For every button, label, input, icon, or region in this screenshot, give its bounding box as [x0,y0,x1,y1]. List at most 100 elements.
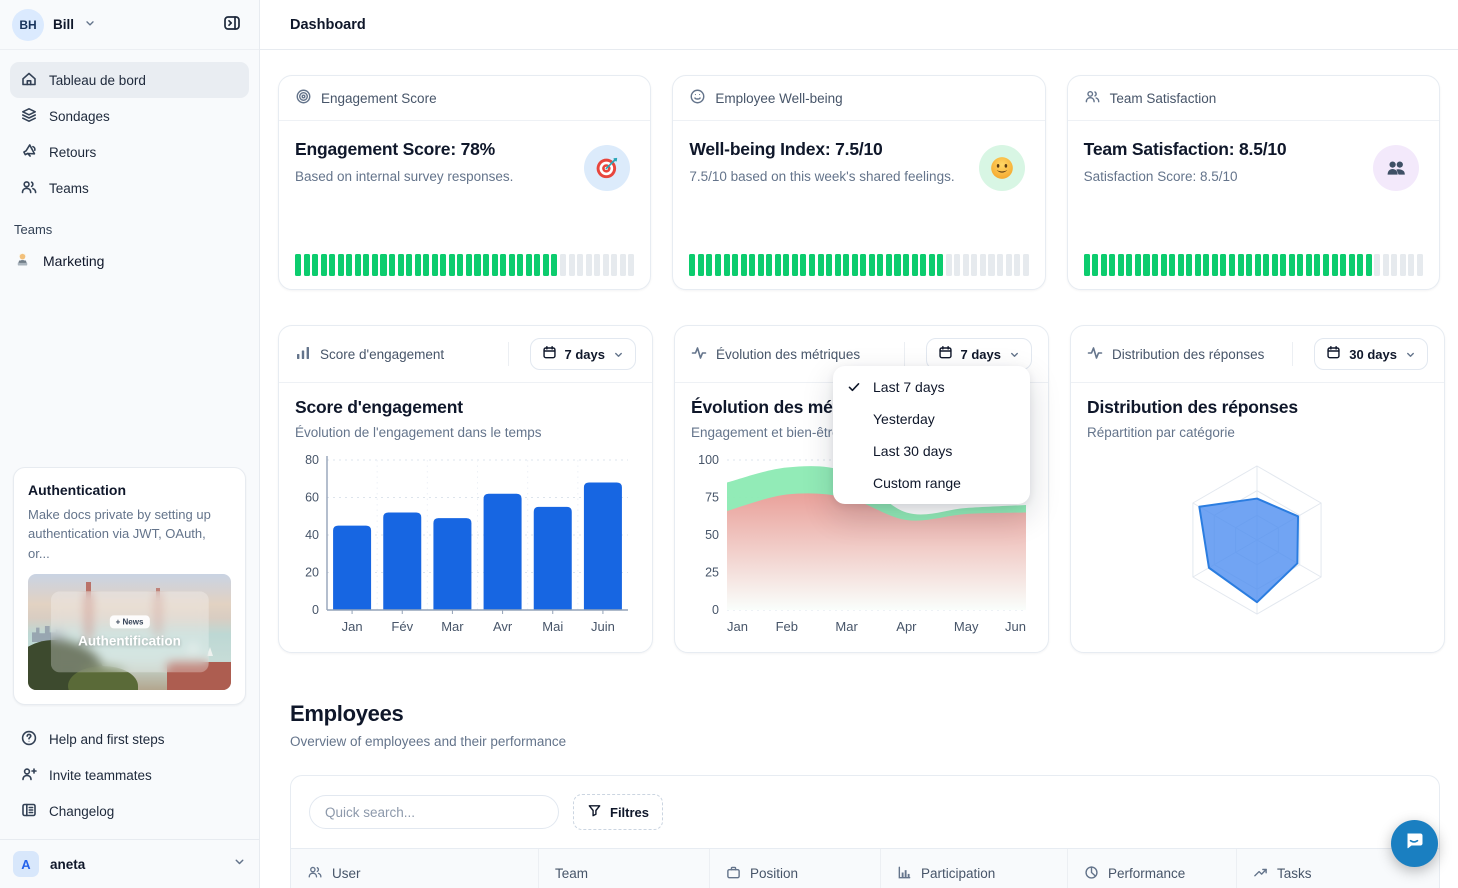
card-header-label: Employee Well-being [715,90,843,106]
column-header-position[interactable]: Position [710,849,881,888]
chart-subtitle: Engagement et bien-être [691,425,840,440]
svg-text:Jan: Jan [342,619,363,634]
sidebar-item-feedback[interactable]: Retours [10,134,249,170]
newspaper-icon [20,801,38,822]
card-header: Score d'engagement 7 days [279,326,652,383]
sidebar-item-invite[interactable]: Invite teammates [10,757,249,793]
bar-chart-icon [897,865,912,883]
menu-item-yesterday[interactable]: Yesterday [833,403,1030,435]
table-toolbar: Filtres [291,776,1439,848]
sidebar: BH Bill Tableau de bord [0,0,260,888]
svg-text:75: 75 [705,491,719,505]
date-range-label: 30 days [1349,346,1397,362]
chevron-down-icon [1011,352,1018,357]
filters-button[interactable]: Filtres [573,794,664,830]
column-label: Participation [921,866,996,881]
divider [903,342,905,366]
trend-up-icon [1253,865,1268,883]
target-emoji-badge [584,145,631,191]
card-header: Team Satisfaction [1067,76,1439,121]
user-name[interactable]: Bill [53,17,75,32]
chevron-down-icon[interactable] [84,16,96,34]
users-icon [1084,88,1101,108]
funnel-icon [587,803,602,821]
menu-item-last-7-days[interactable]: Last 7 days [833,371,1030,403]
svg-text:0: 0 [712,603,719,617]
pie-chart-icon [1084,865,1099,883]
employees-title: Employees [290,701,404,726]
teams-section-label: Teams [14,222,53,237]
column-header-team[interactable]: Team [539,849,710,888]
chart-title: Score d'engagement [295,397,463,417]
stat-description: 7.5/10 based on this week's shared feeli… [689,169,955,184]
sidebar-spacer [0,279,259,457]
team-item-label: Marketing [43,253,105,269]
menu-item-label: Last 30 days [873,443,953,459]
activity-icon [691,345,707,364]
megaphone-icon [20,142,38,163]
help-circle-icon [20,729,38,750]
sidebar-collapse-button[interactable] [217,10,247,40]
column-header-tasks[interactable]: Tasks [1237,849,1439,888]
column-label: Position [750,866,799,881]
people-emoji-badge [1373,145,1419,191]
column-label: User [332,866,361,881]
promo-image[interactable]: + News Authentification [28,574,231,690]
chart-title: Distribution des réponses [1087,397,1298,417]
authentication-promo-card[interactable]: Authentication Make docs private by sett… [13,466,246,705]
date-range-label: 7 days [564,346,605,362]
menu-item-label: Yesterday [873,411,935,427]
column-header-performance[interactable]: Performance [1068,849,1237,888]
workspace-switcher[interactable]: A aneta [0,839,259,888]
target-icon [295,88,312,108]
date-range-label: 7 days [960,346,1001,362]
employees-section: Employees Overview of employees and thei… [290,701,1440,888]
engagement-chart-card: Score d'engagement 7 days Score d'engage… [278,325,653,653]
date-range-button[interactable]: 30 days [1314,338,1428,370]
svg-text:Feb: Feb [776,619,798,634]
sidebar-item-label: Tableau de bord [49,72,146,88]
sidebar-item-surveys[interactable]: Sondages [10,98,249,134]
svg-text:Mai: Mai [542,619,563,634]
column-header-user[interactable]: User [291,849,539,888]
filters-label: Filtres [610,804,650,820]
card-header-label: Team Satisfaction [1109,90,1217,106]
search-input[interactable] [309,795,559,829]
sidebar-item-teams[interactable]: Teams [10,170,249,206]
menu-item-label: Custom range [873,475,961,491]
card-header-label: Engagement Score [321,90,437,106]
menu-item-custom-range[interactable]: Custom range [833,467,1030,499]
card-body: Évolution des métriques Engagement et bi… [675,383,1048,652]
menu-item-last-30-days[interactable]: Last 30 days [833,435,1030,467]
sidebar-header: BH Bill [0,0,259,50]
menu-item-label: Last 7 days [873,379,945,395]
sidebar-item-dashboard[interactable]: Tableau de bord [10,62,249,98]
chat-launcher-button[interactable] [1391,820,1438,867]
date-range-button[interactable]: 7 days [529,338,636,370]
user-avatar[interactable]: BH [12,8,44,41]
svg-text:Mar: Mar [441,619,464,634]
promo-overlay-card: + News Authentification [50,591,209,673]
sidebar-item-marketing[interactable]: Marketing [0,243,259,279]
column-header-participation[interactable]: Participation [881,849,1068,888]
chevron-down-icon [1407,352,1414,357]
column-label: Team [555,866,589,881]
stat-title: Well-being Index: 7.5/10 [689,139,883,159]
svg-text:Fév: Fév [391,619,413,634]
svg-text:Apr: Apr [896,619,917,634]
page-title: Dashboard [290,16,366,33]
sidebar-item-help[interactable]: Help and first steps [10,721,249,757]
column-label: Tasks [1277,866,1312,881]
workspace-name: aneta [50,856,86,872]
home-icon [20,70,38,91]
users-icon [20,178,38,199]
response-distribution-card: Distribution des réponses 30 days Distri… [1070,325,1445,653]
sidebar-item-label: Sondages [49,108,110,124]
employees-subtitle: Overview of employees and their performa… [290,734,567,749]
activity-icon [1087,345,1103,364]
svg-text:May: May [954,619,979,634]
stat-description: Based on internal survey responses. [295,169,514,184]
sidebar-item-changelog[interactable]: Changelog [10,793,249,829]
team-satisfaction-card: Team Satisfaction Team Satisfaction: 8.5… [1066,75,1440,290]
